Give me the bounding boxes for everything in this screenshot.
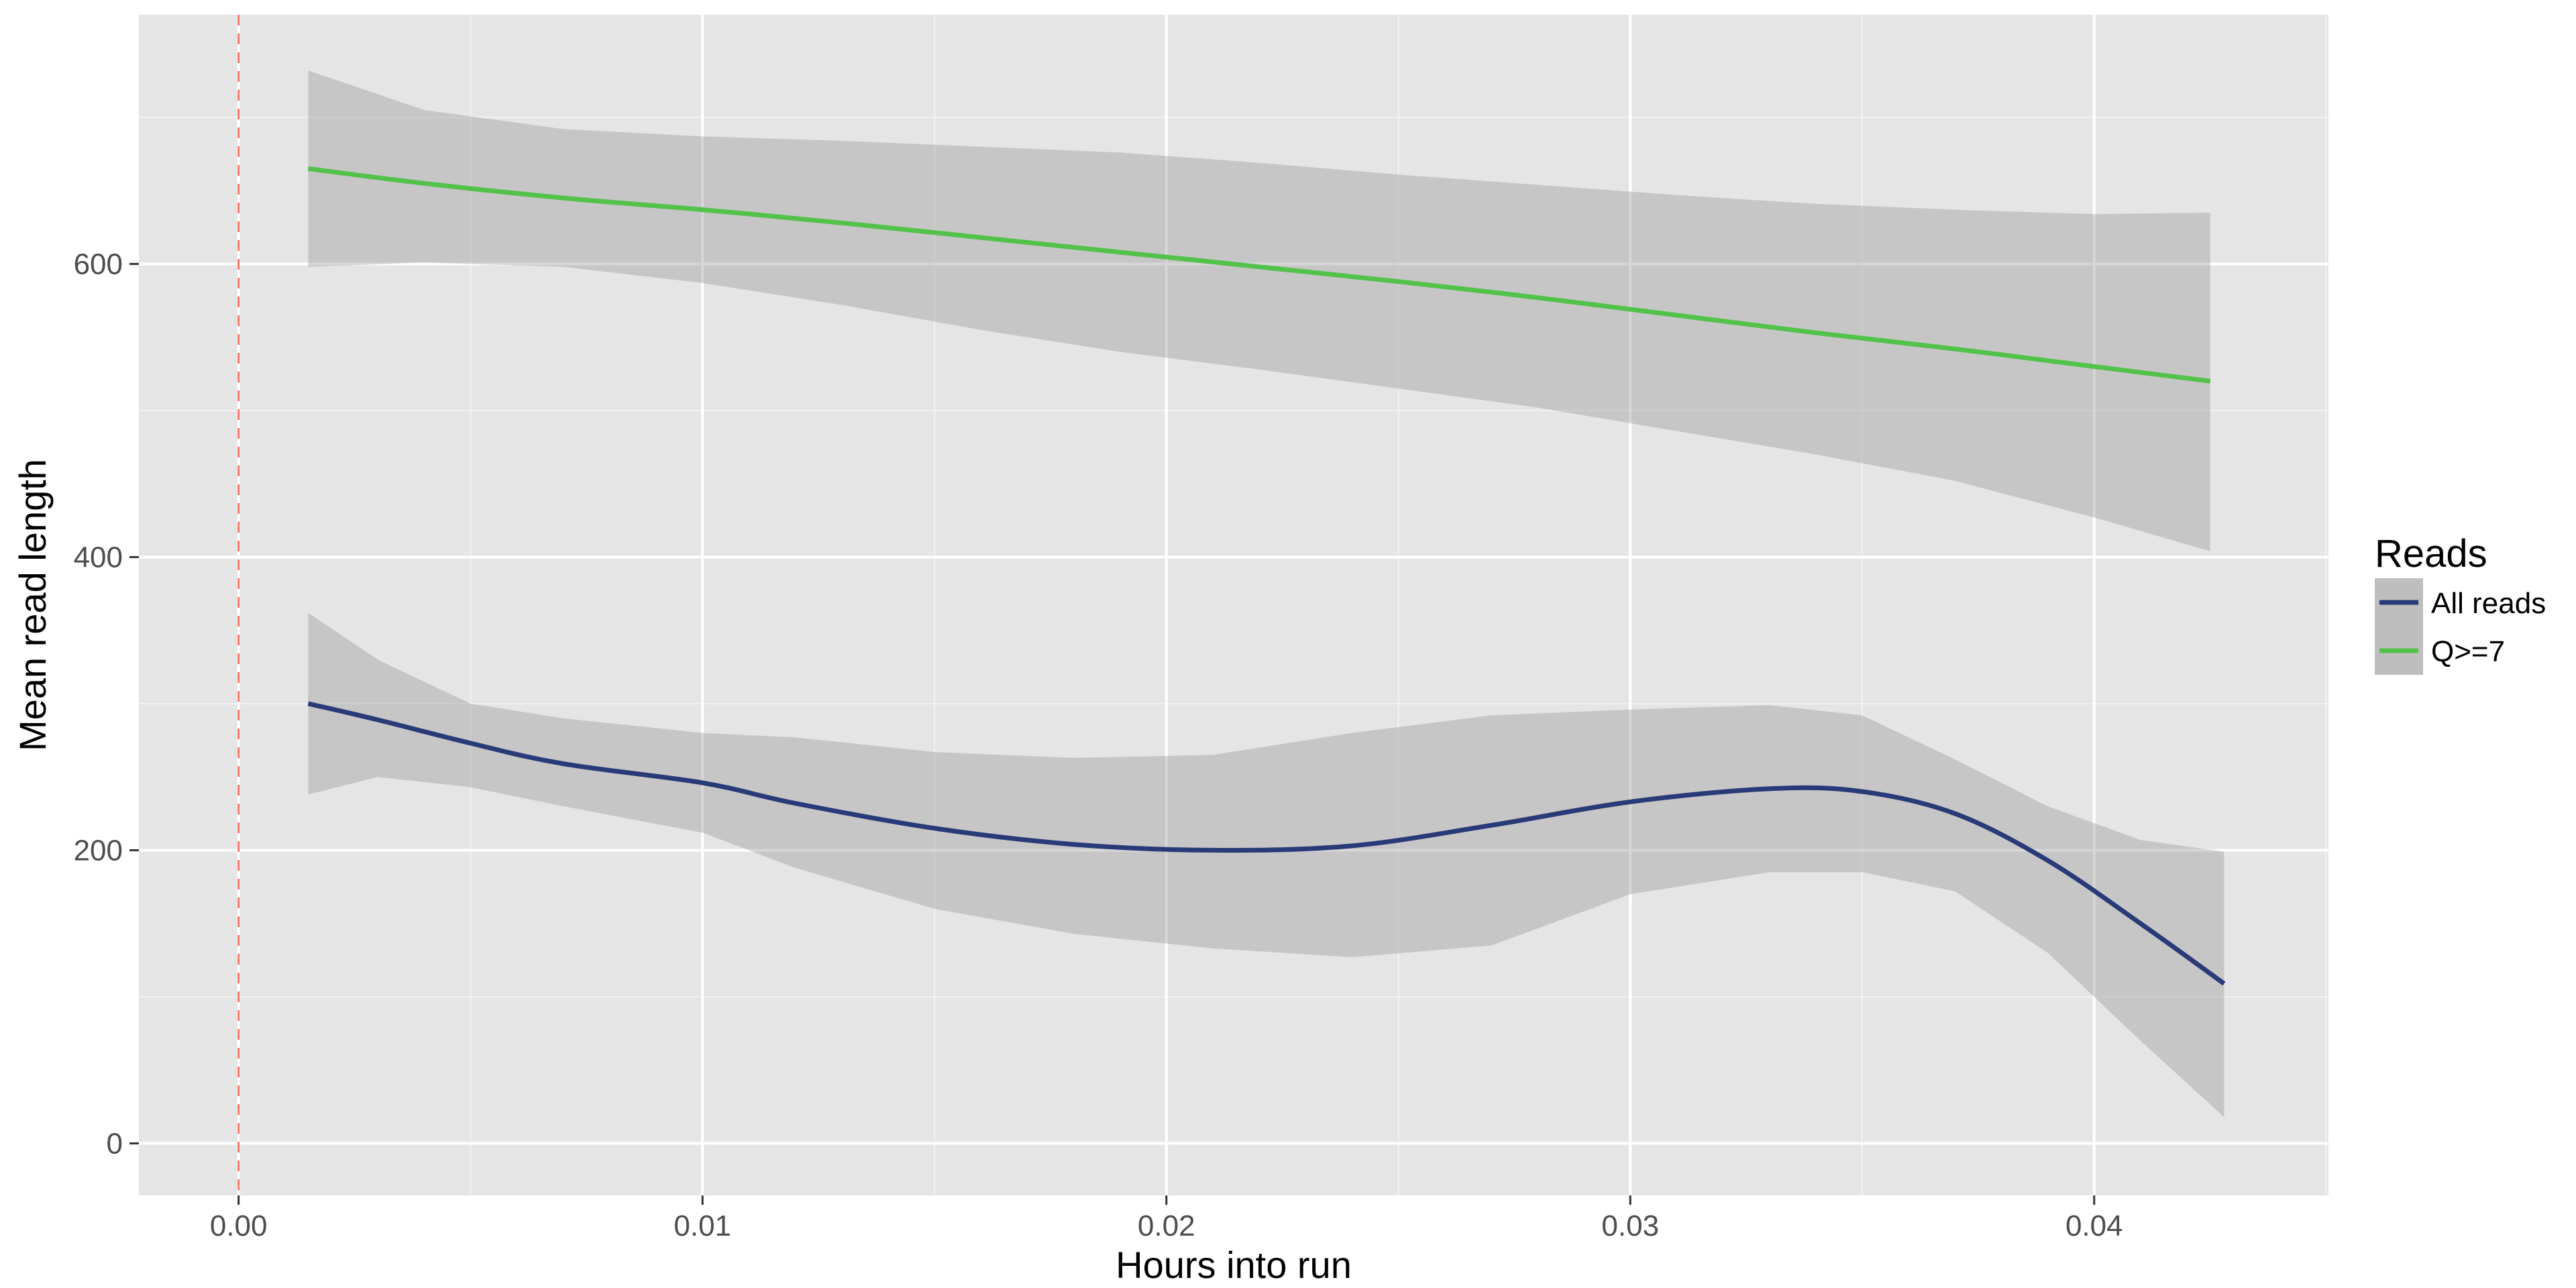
legend-label: All reads [2431, 587, 2546, 620]
series-line [307, 166, 2211, 384]
series-lines [307, 166, 2226, 986]
legend-label: Q>=7 [2431, 635, 2505, 668]
y-tick-label: 400 [74, 541, 123, 574]
x-axis-title: Hours into run [1116, 1244, 1352, 1286]
minor-gridlines [139, 15, 2328, 1195]
panel-background [139, 15, 2328, 1195]
y-axis-ticks [129, 262, 139, 1144]
legend: Reads All reads Q>=7 [2375, 532, 2546, 675]
y-tick-label: 0 [107, 1127, 123, 1160]
x-tick-label: 0.00 [210, 1210, 268, 1242]
x-axis-ticks [237, 1195, 2096, 1205]
legend-item: Q>=7 [2375, 627, 2505, 675]
legend-items: All reads Q>=7 [2375, 578, 2546, 675]
y-tick-label: 600 [74, 248, 123, 280]
series-line [307, 701, 2226, 986]
confidence-ribbon [308, 70, 2210, 551]
x-tick-label: 0.03 [1601, 1210, 1659, 1242]
legend-title: Reads [2375, 532, 2487, 576]
y-axis-title: Mean read length [11, 459, 54, 751]
x-tick-label: 0.02 [1138, 1210, 1195, 1242]
x-tick-label: 0.04 [2065, 1210, 2123, 1242]
confidence-ribbons [308, 70, 2224, 1118]
confidence-ribbon [308, 612, 2224, 1118]
y-axis-tick-labels: 0 200 400 600 [74, 248, 123, 1160]
legend-item: All reads [2375, 578, 2546, 627]
x-tick-label: 0.01 [674, 1210, 731, 1242]
x-axis-tick-labels: 0.00 0.01 0.02 0.03 0.04 [210, 1210, 2123, 1242]
y-tick-label: 200 [74, 834, 123, 867]
